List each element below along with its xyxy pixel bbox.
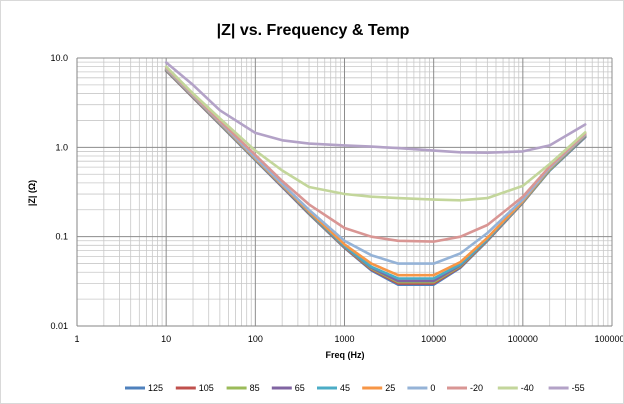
legend-label-25: 25: [385, 383, 395, 393]
legend-label-45: 45: [340, 383, 350, 393]
legend-label-85: 85: [250, 383, 260, 393]
legend-label-125: 125: [148, 383, 163, 393]
y-tick-label: 0.01: [50, 321, 68, 331]
series-line--55: [164, 61, 587, 154]
y-tick-label: 10.0: [50, 53, 68, 63]
x-tick-label: 10000: [421, 334, 446, 344]
legend-label-0: 0: [430, 383, 435, 393]
legend-label--40: -40: [521, 383, 534, 393]
x-tick-label: 1: [74, 334, 79, 344]
x-tick-label: 1000: [334, 334, 354, 344]
x-tick-label: 100: [248, 334, 263, 344]
grid-layer: [76, 57, 613, 327]
chart-title: |Z| vs. Frequency & Temp: [217, 22, 410, 39]
legend-label--20: -20: [470, 383, 483, 393]
series-layer: [164, 61, 587, 287]
y-axis-label: |Z| (Ω): [27, 180, 37, 206]
x-tick-label: 10: [161, 334, 171, 344]
legend-label--55: -55: [572, 383, 585, 393]
series-line--40: [164, 65, 587, 202]
y-tick-label: 0.1: [55, 232, 68, 242]
x-tick-label: 100000: [508, 334, 538, 344]
legend: 125 105 85 65 45 25 0 -20 -40 -55: [125, 383, 585, 393]
series-line--20: [164, 66, 587, 243]
axis-layer: [76, 58, 612, 327]
legend-label-65: 65: [295, 383, 305, 393]
x-axis-label: Freq (Hz): [326, 350, 365, 360]
y-tick-label: 1.0: [55, 142, 68, 152]
legend-label-105: 105: [199, 383, 214, 393]
